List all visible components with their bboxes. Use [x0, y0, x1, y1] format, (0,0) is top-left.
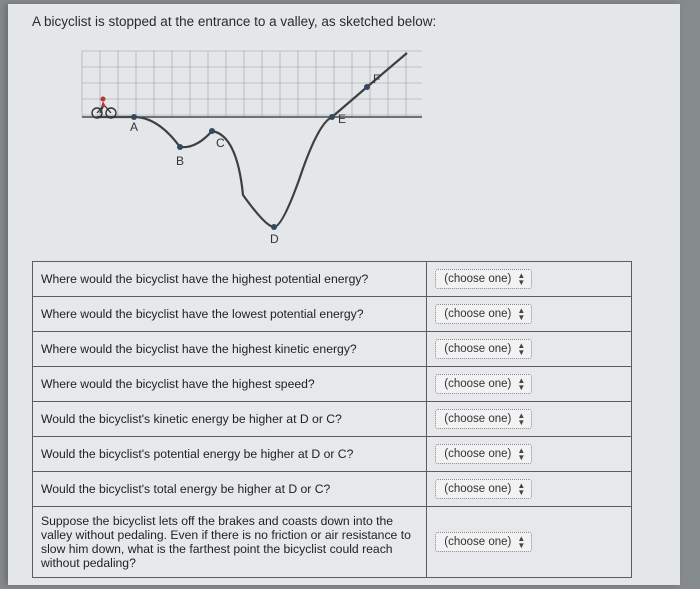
dropdown-label: (choose one): [444, 378, 511, 390]
dropdown-label: (choose one): [444, 308, 511, 320]
choose-one-dropdown[interactable]: (choose one) ▲▼: [435, 304, 532, 324]
choose-one-dropdown[interactable]: (choose one) ▲▼: [435, 269, 532, 289]
updown-icon: ▲▼: [517, 272, 525, 286]
updown-icon: ▲▼: [517, 307, 525, 321]
dropdown-label: (choose one): [444, 273, 511, 285]
question-row: Where would the bicyclist have the highe…: [33, 367, 632, 402]
choose-one-dropdown[interactable]: (choose one) ▲▼: [435, 532, 532, 552]
updown-icon: ▲▼: [517, 412, 525, 426]
choose-one-dropdown[interactable]: (choose one) ▲▼: [435, 339, 532, 359]
updown-icon: ▲▼: [517, 447, 525, 461]
question-row: Where would the bicyclist have the lowes…: [33, 297, 632, 332]
sketch-svg: A B C D E F: [62, 37, 452, 247]
question-text: Where would the bicyclist have the highe…: [33, 367, 427, 402]
dropdown-label: (choose one): [444, 343, 511, 355]
svg-text:C: C: [216, 136, 225, 150]
question-text: Where would the bicyclist have the highe…: [33, 332, 427, 367]
answer-cell: (choose one) ▲▼: [427, 297, 632, 332]
prompt-text: A bicyclist is stopped at the entrance t…: [32, 14, 656, 29]
question-text: Where would the bicyclist have the highe…: [33, 262, 427, 297]
question-row: Suppose the bicyclist lets off the brake…: [33, 507, 632, 578]
updown-icon: ▲▼: [517, 535, 525, 549]
dropdown-label: (choose one): [444, 483, 511, 495]
svg-text:A: A: [130, 120, 138, 134]
choose-one-dropdown[interactable]: (choose one) ▲▼: [435, 479, 532, 499]
question-row: Would the bicyclist's potential energy b…: [33, 437, 632, 472]
question-table: Where would the bicyclist have the highe…: [32, 261, 632, 578]
choose-one-dropdown[interactable]: (choose one) ▲▼: [435, 374, 532, 394]
dropdown-label: (choose one): [444, 448, 511, 460]
question-row: Where would the bicyclist have the highe…: [33, 262, 632, 297]
svg-text:B: B: [176, 154, 184, 168]
updown-icon: ▲▼: [517, 482, 525, 496]
answer-cell: (choose one) ▲▼: [427, 472, 632, 507]
dropdown-label: (choose one): [444, 536, 511, 548]
answer-cell: (choose one) ▲▼: [427, 262, 632, 297]
question-row: Would the bicyclist's total energy be hi…: [33, 472, 632, 507]
choose-one-dropdown[interactable]: (choose one) ▲▼: [435, 409, 532, 429]
question-text: Where would the bicyclist have the lowes…: [33, 297, 427, 332]
choose-one-dropdown[interactable]: (choose one) ▲▼: [435, 444, 532, 464]
answer-cell: (choose one) ▲▼: [427, 332, 632, 367]
question-text: Would the bicyclist's kinetic energy be …: [33, 402, 427, 437]
updown-icon: ▲▼: [517, 342, 525, 356]
question-text: Suppose the bicyclist lets off the brake…: [33, 507, 427, 578]
svg-text:E: E: [338, 112, 346, 126]
question-text: Would the bicyclist's potential energy b…: [33, 437, 427, 472]
answer-cell: (choose one) ▲▼: [427, 367, 632, 402]
answer-cell: (choose one) ▲▼: [427, 402, 632, 437]
question-row: Where would the bicyclist have the highe…: [33, 332, 632, 367]
dropdown-label: (choose one): [444, 413, 511, 425]
updown-icon: ▲▼: [517, 377, 525, 391]
question-row: Would the bicyclist's kinetic energy be …: [33, 402, 632, 437]
worksheet-page: A bicyclist is stopped at the entrance t…: [8, 4, 680, 585]
answer-cell: (choose one) ▲▼: [427, 437, 632, 472]
svg-text:D: D: [270, 232, 279, 246]
answer-cell: (choose one) ▲▼: [427, 507, 632, 578]
svg-text:F: F: [373, 72, 380, 86]
question-text: Would the bicyclist's total energy be hi…: [33, 472, 427, 507]
valley-sketch: A B C D E F: [62, 37, 452, 247]
